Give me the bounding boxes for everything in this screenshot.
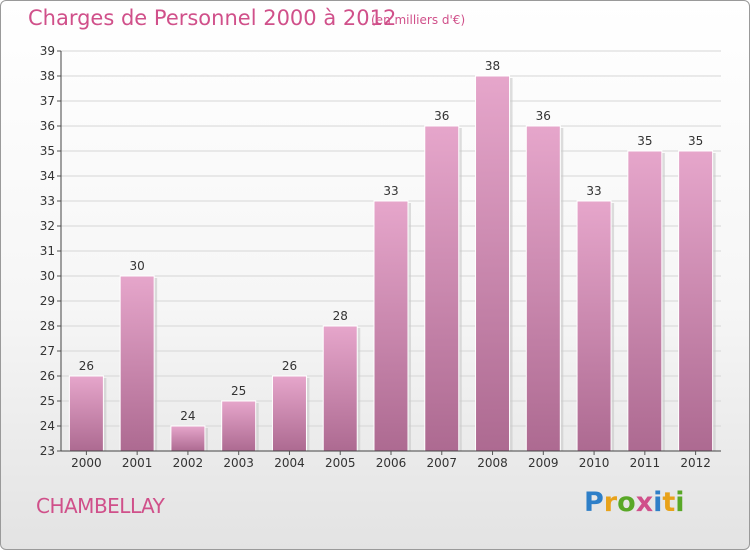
x-tick-label: 2010 <box>579 456 610 470</box>
x-tick-label: 2006 <box>376 456 407 470</box>
x-tick-label: 2003 <box>223 456 254 470</box>
y-tick-label: 36 <box>40 119 55 133</box>
bar <box>373 200 409 452</box>
y-tick-label: 34 <box>40 169 55 183</box>
bar <box>322 325 358 452</box>
x-tick-label: 2000 <box>71 456 102 470</box>
bar <box>271 375 307 452</box>
logo-letter: o <box>617 487 636 518</box>
y-tick-label: 31 <box>40 244 55 258</box>
proxiti-logo: Proxiti <box>584 487 685 518</box>
y-tick-label: 28 <box>40 319 55 333</box>
commune-name: CHAMBELLAY <box>36 494 165 518</box>
y-tick-label: 29 <box>40 294 55 308</box>
x-tick-label: 2004 <box>274 456 305 470</box>
data-label: 24 <box>180 409 195 423</box>
y-tick-label: 35 <box>40 144 55 158</box>
chart-title: Charges de Personnel 2000 à 2012 <box>28 6 397 30</box>
data-label: 30 <box>130 259 145 273</box>
x-tick-label: 2007 <box>426 456 457 470</box>
x-tick-label: 2001 <box>122 456 153 470</box>
bar <box>119 275 155 452</box>
x-tick-label: 2002 <box>173 456 204 470</box>
data-label: 26 <box>282 359 297 373</box>
data-label: 36 <box>434 109 449 123</box>
bar <box>170 425 206 452</box>
y-tick-label: 25 <box>40 394 55 408</box>
logo-letter: r <box>603 487 618 518</box>
data-label: 26 <box>79 359 94 373</box>
y-tick-label: 27 <box>40 344 55 358</box>
y-tick-label: 23 <box>40 444 55 458</box>
logo-letter: t <box>662 487 676 518</box>
x-tick-label: 2008 <box>477 456 508 470</box>
bar <box>475 75 511 452</box>
data-label: 33 <box>586 184 601 198</box>
data-label: 38 <box>485 59 500 73</box>
logo-letter: i <box>653 487 663 518</box>
bar <box>576 200 612 452</box>
data-label: 35 <box>688 134 703 148</box>
bar <box>424 125 460 452</box>
x-tick-label: 2012 <box>680 456 711 470</box>
data-label: 25 <box>231 384 246 398</box>
y-tick-label: 32 <box>40 219 55 233</box>
y-tick-label: 24 <box>40 419 55 433</box>
y-tick-label: 39 <box>40 44 55 58</box>
logo-letter: i <box>675 487 685 518</box>
y-tick-label: 37 <box>40 94 55 108</box>
y-tick-label: 30 <box>40 269 55 283</box>
bar <box>678 150 714 452</box>
bar <box>221 400 257 452</box>
chart-unit-label: (en milliers d'€) <box>371 13 466 27</box>
logo-letter: x <box>635 487 654 518</box>
x-tick-label: 2009 <box>528 456 559 470</box>
y-tick-label: 38 <box>40 69 55 83</box>
data-label: 28 <box>333 309 348 323</box>
bar <box>525 125 561 452</box>
data-label: 35 <box>637 134 652 148</box>
y-tick-label: 33 <box>40 194 55 208</box>
x-tick-label: 2005 <box>325 456 356 470</box>
bar <box>68 375 104 452</box>
y-tick-label: 26 <box>40 369 55 383</box>
x-tick-label: 2011 <box>630 456 661 470</box>
data-label: 36 <box>536 109 551 123</box>
logo-letter: P <box>584 487 604 518</box>
bar <box>627 150 663 452</box>
data-label: 33 <box>383 184 398 198</box>
